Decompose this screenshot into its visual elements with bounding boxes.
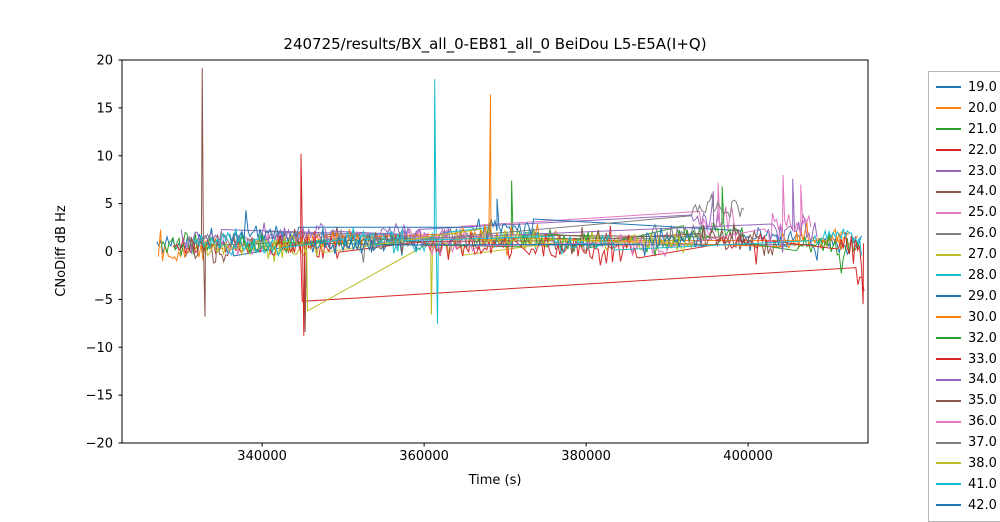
x-tick-label: 360000 — [399, 449, 449, 464]
legend-line-swatch — [936, 358, 961, 361]
series-line — [269, 153, 864, 336]
legend-label: 34.0 — [968, 372, 997, 388]
legend-label: 21.0 — [968, 121, 997, 137]
chart-canvas: 340000 360000 380000 400000 20 15 10 5 0 −5 −10 −15… — [54, 35, 869, 488]
series-line — [184, 67, 785, 332]
series-line — [310, 227, 704, 257]
series-line — [415, 174, 812, 258]
legend-label: 25.0 — [968, 205, 997, 221]
legend-line-swatch — [936, 462, 961, 465]
legend-entry: 30.0 — [936, 307, 1000, 328]
legend-line-swatch — [936, 190, 961, 193]
legend-entry: 37.0 — [936, 432, 1000, 453]
axes-layer: 340000 360000 380000 400000 20 15 10 5 0 −5 −10 −15… — [86, 54, 869, 464]
legend-label: 23.0 — [968, 163, 997, 179]
legend-line-swatch — [936, 274, 961, 277]
y-tick-label: −10 — [86, 341, 113, 356]
figure: 340000 360000 380000 400000 20 15 10 5 0 −5 −10 −15… — [54, 35, 1000, 522]
legend-label: 41.0 — [968, 476, 997, 492]
y-tick-label: 10 — [96, 149, 113, 164]
legend-line-swatch — [936, 420, 961, 423]
chart-title: 240725/results/BX_all_0-EB81_all_0 BeiDo… — [283, 35, 706, 54]
series-line — [204, 230, 640, 315]
series-layer — [156, 67, 865, 336]
legend-entry: 38.0 — [936, 453, 1000, 474]
legend-line-swatch — [936, 86, 961, 89]
legend-label: 33.0 — [968, 351, 997, 367]
legend-entry: 25.0 — [936, 202, 1000, 223]
legend-line-swatch — [936, 295, 961, 298]
plot-frame — [121, 59, 869, 444]
legend-line-swatch — [936, 128, 961, 131]
legend-line-swatch — [936, 232, 961, 235]
legend-label: 42.0 — [968, 497, 997, 513]
legend-label: 24.0 — [968, 184, 997, 200]
legend-entry: 26.0 — [936, 223, 1000, 244]
y-tick-label: −5 — [94, 293, 113, 308]
legend-entry: 35.0 — [936, 390, 1000, 411]
y-tick-label: 20 — [96, 54, 113, 69]
legend-label: 20.0 — [968, 100, 997, 116]
legend-label: 36.0 — [968, 414, 997, 430]
y-tick-label: 5 — [105, 197, 113, 212]
legend-line-swatch — [936, 504, 961, 507]
series-line — [342, 223, 761, 254]
legend-line-swatch — [936, 253, 961, 256]
legend-entry: 20.0 — [936, 98, 1000, 119]
series-line — [269, 228, 696, 258]
legend-entry: 29.0 — [936, 286, 1000, 307]
legend-entry: 28.0 — [936, 265, 1000, 286]
y-tick-label: −20 — [86, 437, 113, 452]
legend-label: 37.0 — [968, 435, 997, 451]
legend-entry: 27.0 — [936, 244, 1000, 265]
legend-entry: 24.0 — [936, 181, 1000, 202]
legend-label: 38.0 — [968, 455, 997, 471]
y-axis-label: CNoDiff dB Hz — [54, 205, 69, 297]
x-tick-label: 340000 — [237, 449, 287, 464]
series-line — [237, 186, 860, 274]
legend-label: 35.0 — [968, 393, 997, 409]
legend-label: 27.0 — [968, 247, 997, 263]
legend-label: 28.0 — [968, 267, 997, 283]
legend-entry: 41.0 — [936, 474, 1000, 495]
y-tick-label: −15 — [86, 389, 113, 404]
legend-entry: 23.0 — [936, 161, 1000, 182]
x-tick-label: 380000 — [561, 449, 611, 464]
legend-line-swatch — [936, 337, 961, 340]
legend-entry: 36.0 — [936, 411, 1000, 432]
legend-line-swatch — [936, 149, 961, 152]
legend-label: 29.0 — [968, 288, 997, 304]
legend-entry: 32.0 — [936, 328, 1000, 349]
x-axis-label: Time (s) — [468, 473, 522, 488]
legend-entry: 21.0 — [936, 119, 1000, 140]
legend-entry: 42.0 — [936, 495, 1000, 516]
legend-line-swatch — [936, 483, 961, 486]
legend: 19.0 20.0 21.0 22.0 23.0 24.0 25.0 26.0 27.0 28.0… — [928, 71, 1000, 522]
legend-label: 19.0 — [968, 79, 997, 95]
legend-line-swatch — [936, 378, 961, 381]
legend-line-swatch — [936, 441, 961, 444]
legend-line-swatch — [936, 399, 961, 402]
legend-label: 22.0 — [968, 142, 997, 158]
series-line — [172, 231, 865, 302]
legend-line-swatch — [936, 211, 961, 214]
legend-entry: 33.0 — [936, 349, 1000, 370]
legend-entry: 34.0 — [936, 369, 1000, 390]
legend-entry: 22.0 — [936, 140, 1000, 161]
legend-entry: 19.0 — [936, 77, 1000, 98]
y-tick-label: 0 — [105, 245, 113, 260]
series-line — [326, 193, 745, 263]
x-tick-label: 400000 — [723, 449, 773, 464]
legend-line-swatch — [936, 170, 961, 172]
legend-label: 26.0 — [968, 226, 997, 242]
series-line — [221, 227, 862, 258]
y-tick-label: 15 — [96, 101, 113, 116]
legend-line-swatch — [936, 316, 961, 319]
legend-label: 30.0 — [968, 309, 997, 325]
legend-label: 32.0 — [968, 330, 997, 346]
legend-line-swatch — [936, 107, 961, 110]
